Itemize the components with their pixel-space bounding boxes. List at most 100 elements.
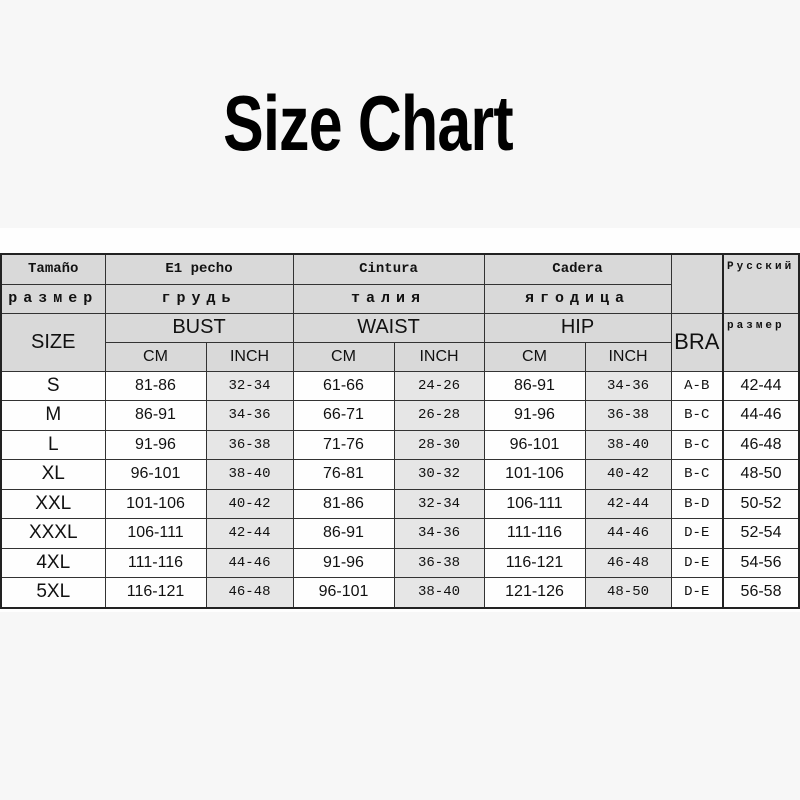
cell-waist-in: 36-38 bbox=[393, 547, 485, 578]
header-bust: BUST bbox=[104, 312, 294, 343]
table-row: XXXL 106-111 42-44 86-91 34-36 111-116 44-46 D-… bbox=[0, 518, 800, 549]
cell-bust-cm: 111-116 bbox=[104, 547, 207, 578]
cell-hip-in: 34-36 bbox=[584, 370, 672, 401]
cell-bra: B-C bbox=[670, 429, 724, 460]
cell-waist-in: 30-32 bbox=[393, 459, 485, 490]
table-row: L 91-96 36-38 71-76 28-30 96-101 38-40 B-C 46-48 bbox=[0, 429, 800, 460]
header-hip-inch: INCH bbox=[584, 341, 672, 372]
header-taliya: талия bbox=[292, 283, 485, 314]
cell-bust-cm: 101-106 bbox=[104, 488, 207, 519]
cell-waist-cm: 96-101 bbox=[292, 577, 395, 608]
cell-hip-in: 38-40 bbox=[584, 429, 672, 460]
cell-bust-cm: 96-101 bbox=[104, 459, 207, 490]
cell-bust-cm: 91-96 bbox=[104, 429, 207, 460]
cell-bra: D-E bbox=[670, 547, 724, 578]
cell-size: S bbox=[0, 370, 106, 401]
header-pecho: E1 pecho bbox=[104, 253, 294, 285]
cell-bust-in: 42-44 bbox=[205, 518, 294, 549]
cell-bust-in: 44-46 bbox=[205, 547, 294, 578]
header-razmer: размер bbox=[0, 283, 106, 314]
cell-ru: 42-44 bbox=[722, 370, 800, 401]
cell-waist-in: 24-26 bbox=[393, 370, 485, 401]
cell-hip-cm: 121-126 bbox=[483, 577, 586, 608]
table-row: XL 96-101 38-40 76-81 30-32 101-106 40-42 B-C 48… bbox=[0, 459, 800, 490]
cell-size: 5XL bbox=[0, 577, 106, 608]
cell-bra: D-E bbox=[670, 518, 724, 549]
cell-bust-in: 34-36 bbox=[205, 400, 294, 431]
header-tamano: Tamaño bbox=[0, 253, 106, 285]
cell-hip-cm: 106-111 bbox=[483, 488, 586, 519]
page-title: Size Chart bbox=[223, 79, 514, 167]
cell-size: XL bbox=[0, 459, 106, 490]
header-russian-size: размер bbox=[722, 312, 800, 372]
cell-bust-cm: 116-121 bbox=[104, 577, 207, 608]
cell-hip-in: 42-44 bbox=[584, 488, 672, 519]
header-cintura: Cintura bbox=[292, 253, 485, 285]
cell-waist-cm: 81-86 bbox=[292, 488, 395, 519]
header-yagoditsa: ягодица bbox=[483, 283, 672, 314]
header-grud: грудь bbox=[104, 283, 294, 314]
cell-hip-cm: 96-101 bbox=[483, 429, 586, 460]
header-russian: Русский bbox=[722, 253, 800, 314]
cell-size: 4XL bbox=[0, 547, 106, 578]
cell-waist-cm: 91-96 bbox=[292, 547, 395, 578]
header-bra: BRA bbox=[670, 312, 724, 372]
cell-size: L bbox=[0, 429, 106, 460]
cell-bust-in: 40-42 bbox=[205, 488, 294, 519]
cell-bust-cm: 81-86 bbox=[104, 370, 207, 401]
cell-bust-in: 32-34 bbox=[205, 370, 294, 401]
header-blank bbox=[670, 253, 724, 314]
cell-ru: 48-50 bbox=[722, 459, 800, 490]
cell-hip-cm: 116-121 bbox=[483, 547, 586, 578]
cell-hip-in: 40-42 bbox=[584, 459, 672, 490]
cell-size: XXL bbox=[0, 488, 106, 519]
cell-bust-in: 46-48 bbox=[205, 577, 294, 608]
cell-hip-cm: 86-91 bbox=[483, 370, 586, 401]
cell-waist-in: 26-28 bbox=[393, 400, 485, 431]
cell-bra: D-E bbox=[670, 577, 724, 608]
cell-waist-cm: 86-91 bbox=[292, 518, 395, 549]
header-hip: HIP bbox=[483, 312, 672, 343]
cell-bra: A-B bbox=[670, 370, 724, 401]
header-waist: WAIST bbox=[292, 312, 485, 343]
cell-hip-cm: 111-116 bbox=[483, 518, 586, 549]
cell-bust-in: 38-40 bbox=[205, 459, 294, 490]
cell-bust-in: 36-38 bbox=[205, 429, 294, 460]
cell-bust-cm: 86-91 bbox=[104, 400, 207, 431]
header-size: SIZE bbox=[0, 312, 106, 372]
cell-hip-in: 36-38 bbox=[584, 400, 672, 431]
size-chart-table: Tamaño E1 pecho Cintura Cadera Русский р… bbox=[0, 253, 800, 609]
cell-waist-in: 34-36 bbox=[393, 518, 485, 549]
table-row: 4XL 111-116 44-46 91-96 36-38 116-121 46-48 D-E… bbox=[0, 547, 800, 578]
cell-waist-cm: 71-76 bbox=[292, 429, 395, 460]
cell-hip-in: 48-50 bbox=[584, 577, 672, 608]
cell-ru: 52-54 bbox=[722, 518, 800, 549]
cell-waist-cm: 76-81 bbox=[292, 459, 395, 490]
table-row: 5XL 116-121 46-48 96-101 38-40 121-126 48-50 D-… bbox=[0, 577, 800, 608]
cell-waist-in: 28-30 bbox=[393, 429, 485, 460]
cell-bra: B-C bbox=[670, 400, 724, 431]
cell-bust-cm: 106-111 bbox=[104, 518, 207, 549]
cell-size: M bbox=[0, 400, 106, 431]
cell-ru: 44-46 bbox=[722, 400, 800, 431]
cell-waist-cm: 61-66 bbox=[292, 370, 395, 401]
header-hip-cm: CM bbox=[483, 341, 586, 372]
cell-hip-in: 46-48 bbox=[584, 547, 672, 578]
cell-waist-in: 32-34 bbox=[393, 488, 485, 519]
table-row: XXL 101-106 40-42 81-86 32-34 106-111 42-44 B-D… bbox=[0, 488, 800, 519]
cell-bra: B-D bbox=[670, 488, 724, 519]
cell-waist-cm: 66-71 bbox=[292, 400, 395, 431]
cell-ru: 54-56 bbox=[722, 547, 800, 578]
cell-ru: 46-48 bbox=[722, 429, 800, 460]
header-bust-cm: CM bbox=[104, 341, 207, 372]
table-row: S 81-86 32-34 61-66 24-26 86-91 34-36 A-B 42-44 bbox=[0, 370, 800, 401]
cell-waist-in: 38-40 bbox=[393, 577, 485, 608]
cell-ru: 56-58 bbox=[722, 577, 800, 608]
cell-hip-in: 44-46 bbox=[584, 518, 672, 549]
header-cadera: Cadera bbox=[483, 253, 672, 285]
cell-hip-cm: 91-96 bbox=[483, 400, 586, 431]
header-waist-cm: CM bbox=[292, 341, 395, 372]
header-bust-inch: INCH bbox=[205, 341, 294, 372]
cell-hip-cm: 101-106 bbox=[483, 459, 586, 490]
cell-bra: B-C bbox=[670, 459, 724, 490]
